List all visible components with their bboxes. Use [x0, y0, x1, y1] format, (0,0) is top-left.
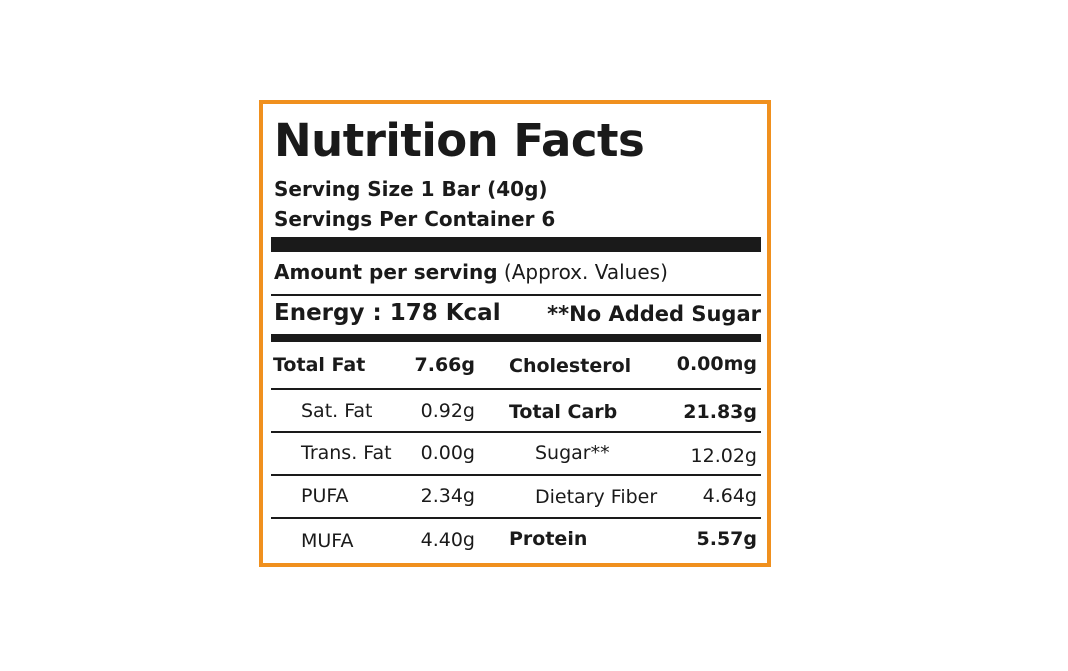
total-carb-value: 21.83g	[683, 401, 757, 423]
cholesterol-value: 0.00mg	[676, 353, 757, 375]
amount-heading: Amount per serving	[274, 260, 498, 284]
sat-fat-label: Sat. Fat	[301, 400, 373, 422]
dietary-fiber-value: 4.64g	[702, 485, 757, 507]
total-fat-value: 7.66g	[414, 354, 475, 376]
pufa-label: PUFA	[301, 485, 349, 507]
trans-fat-label: Trans. Fat	[301, 442, 392, 464]
thin-divider	[271, 294, 761, 296]
servings-per-container: Servings Per Container 6	[274, 207, 556, 231]
medium-divider	[271, 334, 761, 342]
sugar-value: 12.02g	[690, 445, 757, 467]
nutrition-label: Nutrition Facts Serving Size 1 Bar (40g)…	[271, 104, 761, 563]
sugar-label: Sugar**	[535, 442, 610, 464]
amount-per-serving: Amount per serving (Approx. Values)	[274, 262, 668, 282]
cholesterol-label: Cholesterol	[509, 355, 632, 377]
dietary-fiber-label: Dietary Fiber	[535, 486, 658, 508]
serving-size: Serving Size 1 Bar (40g)	[274, 177, 548, 201]
row-divider	[271, 388, 761, 390]
energy-value: Energy : 178 Kcal	[274, 300, 501, 326]
label-title: Nutrition Facts	[274, 114, 645, 167]
no-added-sugar-note: **No Added Sugar	[547, 302, 761, 326]
total-carb-label: Total Carb	[509, 401, 618, 423]
amount-note: (Approx. Values)	[497, 260, 668, 284]
protein-label: Protein	[509, 528, 588, 550]
sat-fat-value: 0.92g	[420, 400, 475, 422]
protein-value: 5.57g	[696, 528, 757, 550]
mufa-label: MUFA	[301, 530, 354, 552]
row-divider	[271, 431, 761, 433]
total-fat-label: Total Fat	[273, 354, 366, 376]
mufa-value: 4.40g	[420, 529, 475, 551]
pufa-value: 2.34g	[420, 485, 475, 507]
trans-fat-value: 0.00g	[420, 442, 475, 464]
thick-divider	[271, 237, 761, 252]
row-divider	[271, 474, 761, 476]
row-divider	[271, 517, 761, 519]
nutrition-facts-panel: Nutrition Facts Serving Size 1 Bar (40g)…	[259, 100, 771, 567]
